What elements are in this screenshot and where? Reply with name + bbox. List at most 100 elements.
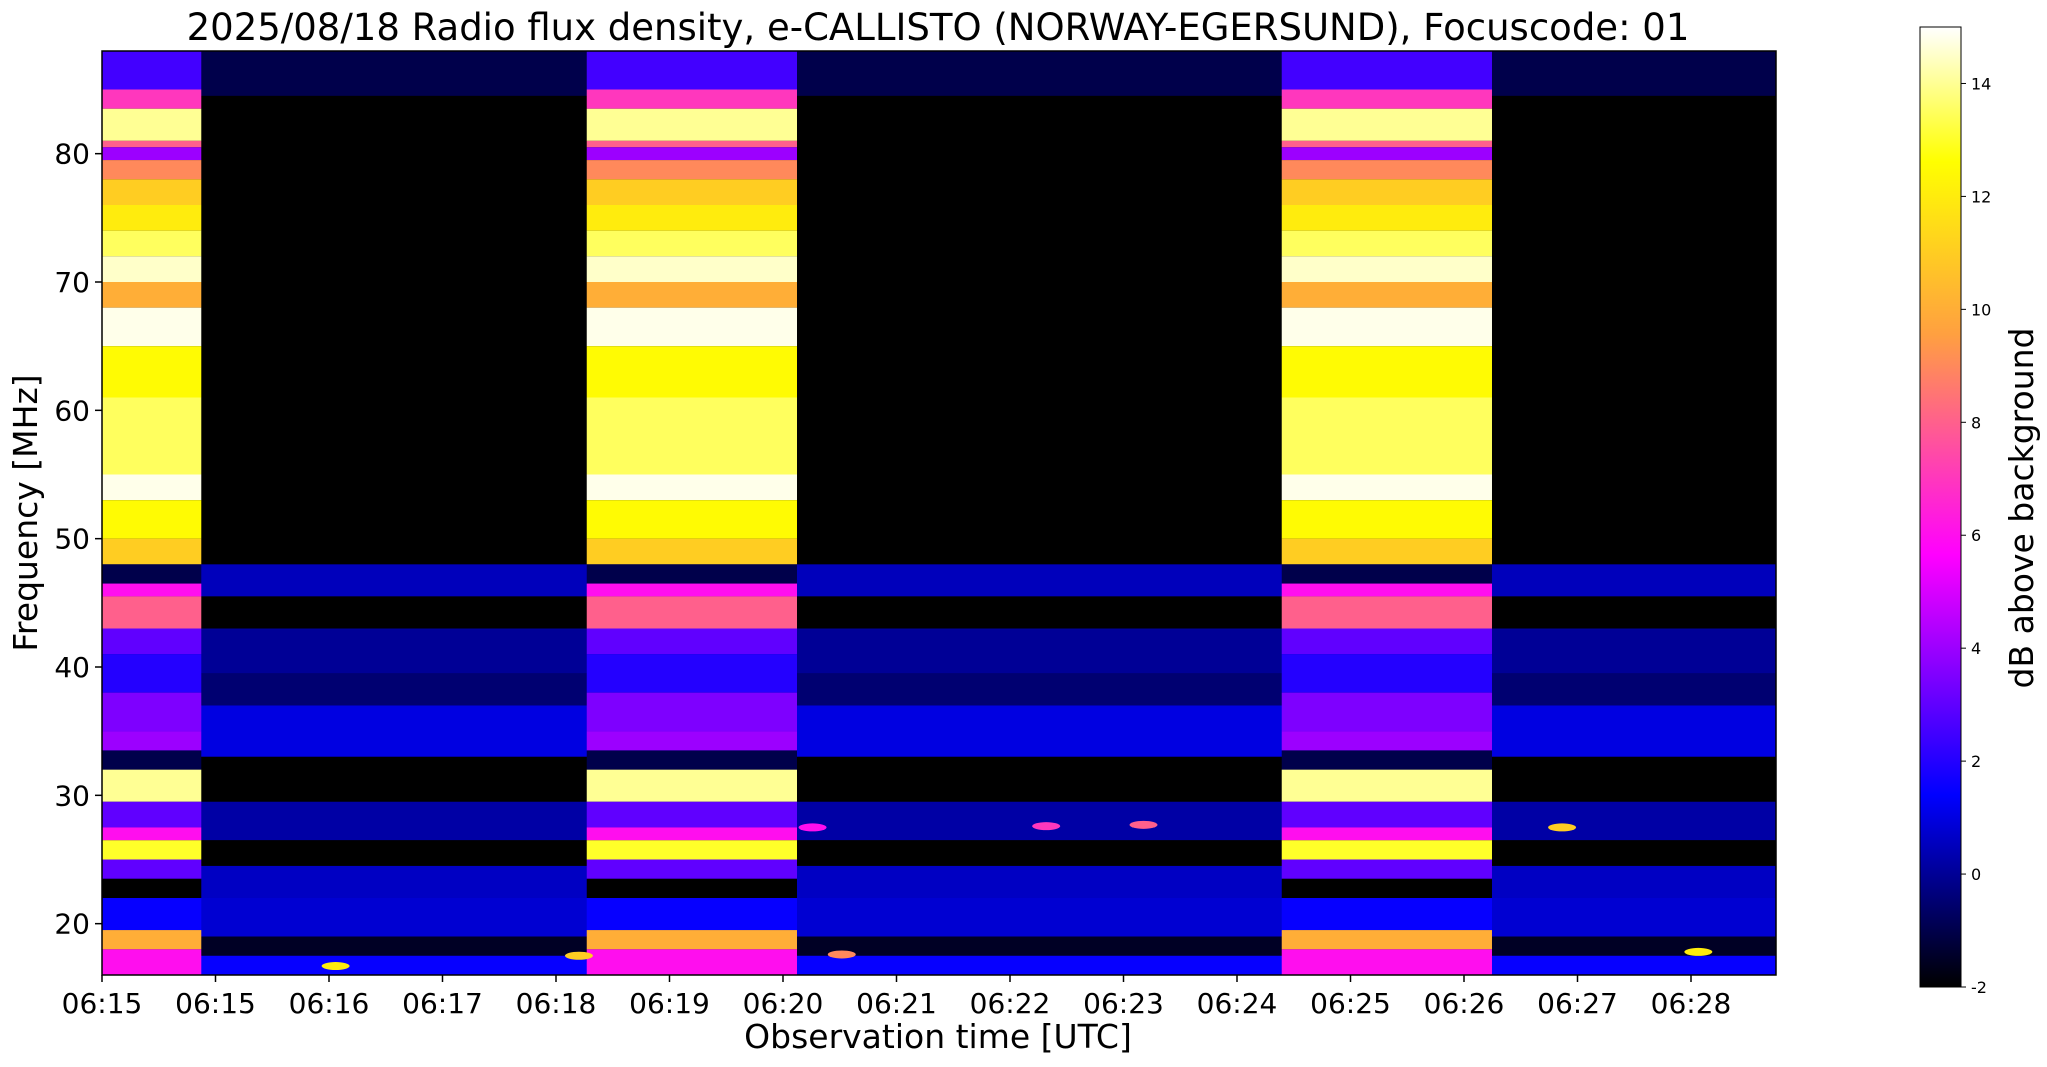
calibration-band xyxy=(1281,205,1492,231)
calibration-band xyxy=(1281,474,1492,501)
x-tick-label: 06:15 xyxy=(175,987,256,1020)
calibration-band xyxy=(1281,840,1492,860)
burst-spot xyxy=(321,962,350,971)
y-tick-label: 50 xyxy=(54,523,90,556)
calibration-band xyxy=(102,307,202,347)
calibration-band xyxy=(586,949,797,975)
calibration-band xyxy=(1281,179,1492,205)
calibration-band xyxy=(586,692,797,732)
calibration-band xyxy=(102,750,202,770)
calibration-band xyxy=(102,140,202,148)
background-band xyxy=(102,840,1776,866)
calibration-band xyxy=(1281,801,1492,828)
calibration-band xyxy=(1281,628,1492,655)
calibration-band xyxy=(586,596,797,629)
calibration-band xyxy=(586,840,797,860)
y-tick-label: 40 xyxy=(54,651,90,684)
background-band xyxy=(102,95,1776,565)
calibration-band xyxy=(102,282,202,308)
background-band xyxy=(102,705,1776,757)
calibration-band xyxy=(1281,307,1492,347)
x-tick-label: 06:28 xyxy=(1651,987,1732,1020)
calibration-band xyxy=(102,538,202,565)
y-axis-label: Frequency [MHz] xyxy=(6,374,45,651)
calibration-band xyxy=(1281,160,1492,180)
calibration-band xyxy=(102,147,202,161)
colorbar-tick-label: 6 xyxy=(1971,526,1981,545)
colorbar-tick-label: 10 xyxy=(1971,300,1991,319)
calibration-band xyxy=(586,538,797,565)
calibration-band xyxy=(102,898,202,931)
calibration-band xyxy=(1281,692,1492,732)
calibration-band xyxy=(586,628,797,655)
calibration-band xyxy=(102,108,202,141)
x-tick-label: 06:22 xyxy=(970,987,1051,1020)
calibration-band xyxy=(102,51,202,90)
colorbar-tick-label: 14 xyxy=(1971,74,1991,93)
y-tick-label: 70 xyxy=(54,266,90,299)
colorbar-tick-label: 12 xyxy=(1971,187,1991,206)
calibration-band xyxy=(586,89,797,109)
calibration-band xyxy=(1281,930,1492,950)
x-tick-label: 06:19 xyxy=(629,987,710,1020)
calibration-band xyxy=(586,654,797,693)
background-band xyxy=(102,898,1776,937)
calibration-band xyxy=(102,827,202,841)
calibration-band xyxy=(586,474,797,501)
calibration-band xyxy=(1281,731,1492,751)
plot-frame xyxy=(101,50,1777,976)
calibration-band xyxy=(102,654,202,693)
x-tick-label: 06:21 xyxy=(856,987,937,1020)
calibration-band xyxy=(586,346,797,398)
x-tick-label: 06:15 xyxy=(62,987,143,1020)
calibration-segment xyxy=(586,51,797,975)
calibration-band xyxy=(586,256,797,282)
x-axis-label: Observation time [UTC] xyxy=(744,1017,1132,1056)
calibration-band xyxy=(102,583,202,597)
calibration-band xyxy=(102,628,202,655)
background-band xyxy=(102,673,1776,706)
calibration-band xyxy=(102,256,202,282)
calibration-band xyxy=(1281,827,1492,841)
calibration-band xyxy=(102,346,202,398)
calibration-band xyxy=(1281,108,1492,141)
calibration-band xyxy=(1281,949,1492,975)
spectrogram-heatmap xyxy=(102,51,1776,975)
x-tick-label: 06:27 xyxy=(1537,987,1618,1020)
calibration-band xyxy=(1281,654,1492,693)
calibration-band xyxy=(1281,282,1492,308)
calibration-band xyxy=(586,282,797,308)
calibration-band xyxy=(102,731,202,751)
calibration-band xyxy=(102,769,202,802)
background-band xyxy=(102,865,1776,898)
calibration-band xyxy=(102,878,202,898)
calibration-band xyxy=(586,859,797,879)
calibration-band xyxy=(1281,898,1492,931)
calibration-band xyxy=(1281,500,1492,539)
calibration-band xyxy=(1281,564,1492,584)
calibration-band xyxy=(102,230,202,257)
y-tick-label: 80 xyxy=(54,138,90,171)
background-band xyxy=(102,51,1776,96)
calibration-band xyxy=(586,140,797,148)
burst-spot xyxy=(827,950,856,959)
y-axis: 20 30 40 50 60 70 80 xyxy=(54,138,102,941)
calibration-band xyxy=(1281,596,1492,629)
calibration-band xyxy=(102,949,202,975)
x-tick-label: 06:25 xyxy=(1310,987,1391,1020)
calibration-band xyxy=(1281,583,1492,597)
calibration-band xyxy=(102,205,202,231)
colorbar-ticks: -2 0 2 4 6 8 10 12 14 xyxy=(1961,74,1991,997)
x-tick-label: 06:24 xyxy=(1197,987,1278,1020)
calibration-band xyxy=(586,205,797,231)
calibration-band xyxy=(586,750,797,770)
burst-spot xyxy=(1548,823,1577,832)
calibration-band xyxy=(586,108,797,141)
calibration-band xyxy=(586,147,797,161)
calibration-band xyxy=(1281,51,1492,90)
calibration-band xyxy=(102,859,202,879)
calibration-band xyxy=(102,930,202,950)
background-band xyxy=(102,936,1776,956)
